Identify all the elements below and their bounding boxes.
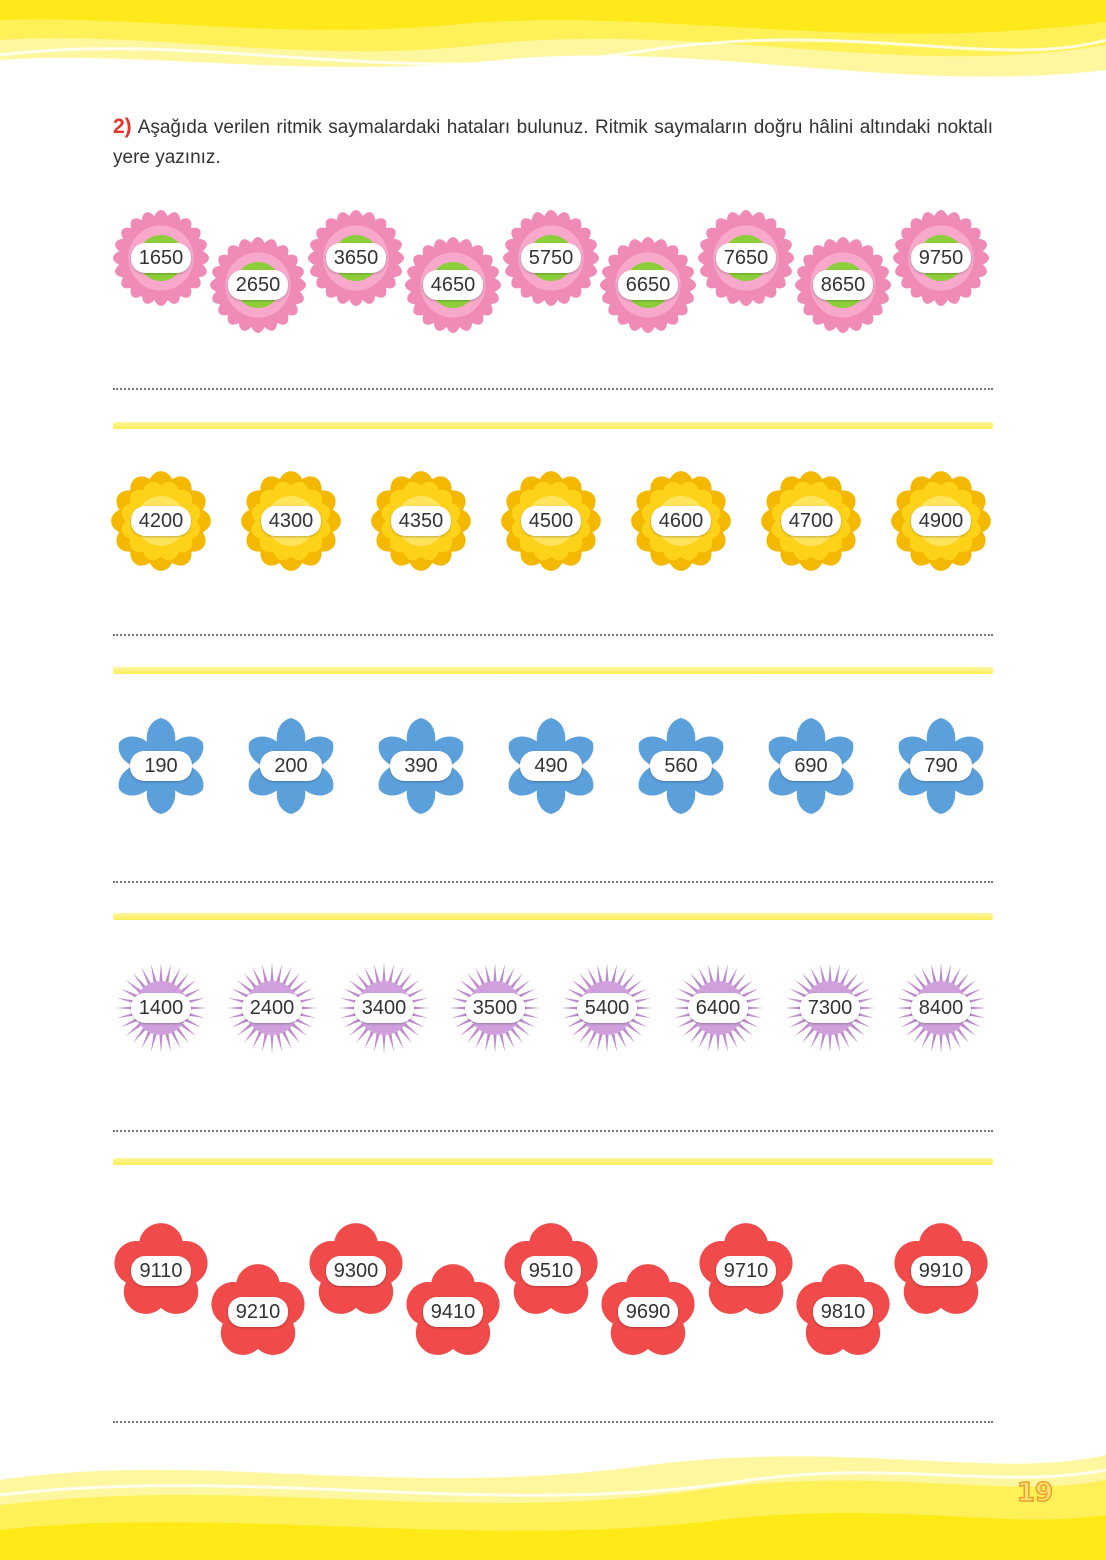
pink-flower: 2650 — [210, 237, 306, 333]
flower-number: 8650 — [813, 270, 873, 300]
flower-number: 5400 — [577, 993, 637, 1023]
flower-number: 200 — [260, 751, 322, 781]
yellow-flower: 4700 — [761, 471, 861, 571]
purple-flower: 1400 — [113, 960, 209, 1056]
page-number: 19 — [1016, 1477, 1054, 1509]
flower-number: 7650 — [716, 243, 776, 273]
blue-flower: 390 — [371, 716, 471, 816]
question-text: 2) Aşağıda verilen ritmik saymalardaki ha… — [113, 112, 993, 173]
divider-4 — [113, 1158, 993, 1165]
pink-flower: 9750 — [893, 210, 989, 306]
red-flower: 9510 — [504, 1223, 598, 1317]
red-flower: 9300 — [309, 1223, 403, 1317]
flower-number: 9690 — [618, 1297, 678, 1327]
pink-flower: 8650 — [795, 237, 891, 333]
flower-number: 9300 — [326, 1256, 386, 1286]
flower-number: 3650 — [326, 243, 386, 273]
purple-flower: 2400 — [224, 960, 320, 1056]
divider-2 — [113, 667, 993, 674]
flower-number: 9910 — [911, 1256, 971, 1286]
pink-flower: 7650 — [698, 210, 794, 306]
flower-number: 4200 — [131, 506, 191, 536]
pink-flower: 3650 — [308, 210, 404, 306]
flower-number: 3400 — [354, 993, 414, 1023]
answer-line-5[interactable] — [113, 1421, 993, 1423]
pink-flower: 5750 — [503, 210, 599, 306]
flower-number: 8400 — [911, 993, 971, 1023]
flower-number: 4300 — [261, 506, 321, 536]
flower-number: 390 — [390, 751, 452, 781]
answer-line-1[interactable] — [113, 388, 993, 390]
red-flower: 9810 — [796, 1264, 890, 1358]
purple-flower: 6400 — [670, 960, 766, 1056]
red-flower: 9690 — [601, 1264, 695, 1358]
yellow-flower: 4900 — [891, 471, 991, 571]
flower-number: 2400 — [242, 993, 302, 1023]
blue-flower: 190 — [111, 716, 211, 816]
flower-number: 5750 — [521, 243, 581, 273]
blue-flower: 790 — [891, 716, 991, 816]
blue-flower: 690 — [761, 716, 861, 816]
purple-flower: 3400 — [336, 960, 432, 1056]
top-wave-decoration — [0, 0, 1106, 77]
pink-flower: 1650 — [113, 210, 209, 306]
blue-flower: 560 — [631, 716, 731, 816]
flower-number: 4900 — [911, 506, 971, 536]
blue-flower: 200 — [241, 716, 341, 816]
purple-flower: 5400 — [559, 960, 655, 1056]
yellow-flower: 4200 — [111, 471, 211, 571]
flower-number: 690 — [780, 751, 842, 781]
flower-number: 4650 — [423, 270, 483, 300]
divider-3 — [113, 913, 993, 920]
flower-number: 9210 — [228, 1297, 288, 1327]
question-number: 2) — [113, 115, 132, 138]
red-flower: 9410 — [406, 1264, 500, 1358]
yellow-flower: 4600 — [631, 471, 731, 571]
flower-number: 560 — [650, 751, 712, 781]
red-flower: 9910 — [894, 1223, 988, 1317]
flower-number: 190 — [130, 751, 192, 781]
flower-number: 6650 — [618, 270, 678, 300]
flower-number: 9710 — [716, 1256, 776, 1286]
pink-flower: 6650 — [600, 237, 696, 333]
flower-number: 4350 — [391, 506, 451, 536]
yellow-flower: 4500 — [501, 471, 601, 571]
purple-flower: 8400 — [893, 960, 989, 1056]
purple-flower: 3500 — [447, 960, 543, 1056]
flower-number: 790 — [910, 751, 972, 781]
flower-number: 1400 — [131, 993, 191, 1023]
flower-number: 4700 — [781, 506, 841, 536]
flower-number: 6400 — [688, 993, 748, 1023]
answer-line-3[interactable] — [113, 881, 993, 883]
yellow-flower: 4350 — [371, 471, 471, 571]
flower-number: 9810 — [813, 1297, 873, 1327]
red-flower: 9710 — [699, 1223, 793, 1317]
flower-number: 4600 — [651, 506, 711, 536]
red-flower: 9210 — [211, 1264, 305, 1358]
flower-number: 7300 — [800, 993, 860, 1023]
flower-number: 4500 — [521, 506, 581, 536]
question-instruction: Aşağıda verilen ritmik saymalardaki hata… — [113, 117, 993, 168]
bottom-wave-decoration — [0, 1455, 1106, 1560]
flower-number: 9110 — [131, 1256, 191, 1286]
flower-number: 3500 — [465, 993, 525, 1023]
yellow-flower: 4300 — [241, 471, 341, 571]
flower-number: 2650 — [228, 270, 288, 300]
red-flower: 9110 — [114, 1223, 208, 1317]
flower-number: 490 — [520, 751, 582, 781]
blue-flower: 490 — [501, 716, 601, 816]
answer-line-4[interactable] — [113, 1130, 993, 1132]
pink-flower: 4650 — [405, 237, 501, 333]
divider-1 — [113, 422, 993, 429]
flower-number: 9510 — [521, 1256, 581, 1286]
answer-line-2[interactable] — [113, 634, 993, 636]
purple-flower: 7300 — [782, 960, 878, 1056]
flower-number: 9750 — [911, 243, 971, 273]
flower-number: 1650 — [131, 243, 191, 273]
flower-number: 9410 — [423, 1297, 483, 1327]
